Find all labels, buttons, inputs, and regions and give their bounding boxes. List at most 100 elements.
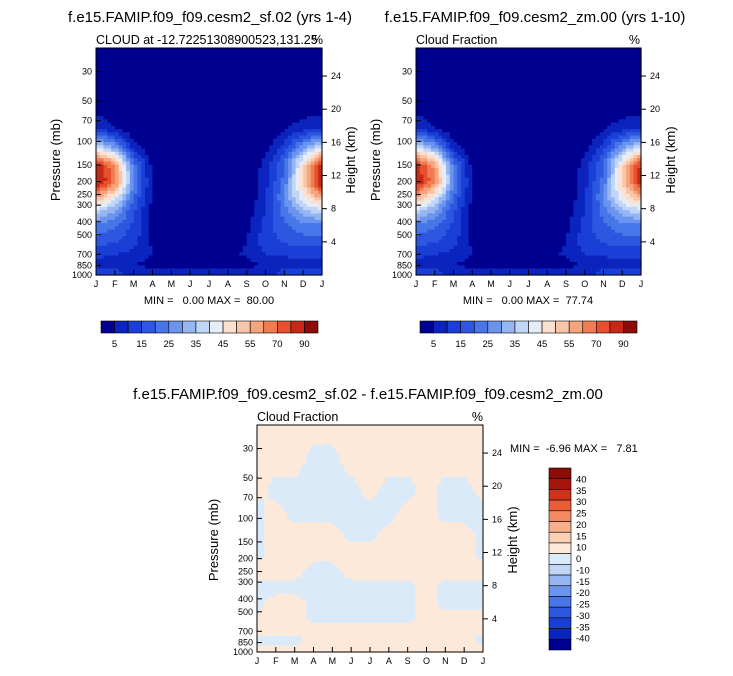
field-cell <box>239 239 244 244</box>
field-cell <box>201 164 206 169</box>
field-cell <box>186 200 191 205</box>
field-cell <box>156 132 161 137</box>
field-cell <box>299 180 304 185</box>
field-cell <box>276 73 282 78</box>
field-cell <box>107 177 112 182</box>
field-cell <box>96 193 101 198</box>
field-cell <box>205 242 210 247</box>
field-cell <box>280 193 285 198</box>
field-cell <box>144 135 150 140</box>
field-cell <box>107 265 112 270</box>
field-cell <box>446 54 451 59</box>
field-cell <box>182 190 187 195</box>
field-cell <box>107 116 112 120</box>
field-cell <box>182 151 187 156</box>
field-cell <box>114 119 120 124</box>
field-cell <box>303 265 308 270</box>
field-cell <box>299 48 304 52</box>
field-cell <box>167 245 172 250</box>
field-cell <box>457 80 462 85</box>
field-cell <box>318 252 323 257</box>
field-cell <box>227 252 233 257</box>
field-cell <box>494 67 500 72</box>
field-cell <box>111 135 116 140</box>
field-cell <box>276 57 282 62</box>
field-cell <box>182 73 187 78</box>
field-cell <box>182 103 187 107</box>
field-cell <box>246 132 252 137</box>
field-cell <box>209 180 214 185</box>
field-cell <box>126 48 131 52</box>
field-cell <box>163 135 169 140</box>
field-cell <box>637 73 642 78</box>
field-cell <box>201 258 206 263</box>
field-cell <box>212 80 218 85</box>
field-cell <box>633 48 638 52</box>
field-cell <box>626 48 631 52</box>
field-cell <box>314 155 319 159</box>
field-cell <box>197 77 203 82</box>
field-cell <box>291 158 297 163</box>
field-cell <box>190 167 195 172</box>
field-cell <box>129 67 135 72</box>
field-cell <box>257 229 263 234</box>
field-cell <box>167 151 172 156</box>
field-cell <box>126 226 131 231</box>
field-cell <box>291 132 297 137</box>
field-cell <box>190 103 195 107</box>
field-cell <box>160 197 165 202</box>
field-cell <box>265 180 270 185</box>
field-cell <box>284 57 289 62</box>
field-cell <box>246 252 252 257</box>
field-cell <box>129 54 135 59</box>
field-cell <box>99 99 105 104</box>
field-cell <box>280 200 285 205</box>
field-cell <box>224 158 229 163</box>
field-cell <box>502 64 507 69</box>
field-cell <box>491 60 496 65</box>
field-cell <box>103 54 108 59</box>
field-cell <box>299 70 304 75</box>
field-cell <box>434 80 440 85</box>
field-cell <box>434 51 440 56</box>
field-cell <box>103 268 108 273</box>
field-cell <box>569 67 575 72</box>
field-cell <box>273 232 278 237</box>
field-cell <box>148 223 154 227</box>
colorbar-swatch <box>114 320 129 334</box>
field-cell <box>129 187 135 192</box>
field-cell <box>295 197 300 202</box>
field-cell <box>288 64 293 69</box>
field-cell <box>468 80 473 85</box>
field-cell <box>96 197 101 202</box>
field-cell <box>133 96 139 101</box>
field-cell <box>242 177 248 182</box>
field-cell <box>483 77 488 82</box>
field-cell <box>269 60 274 65</box>
field-cell <box>306 216 312 221</box>
field-cell <box>239 48 244 52</box>
field-cell <box>284 190 289 195</box>
field-cell <box>111 271 116 276</box>
field-cell <box>276 249 282 253</box>
field-cell <box>306 145 312 150</box>
field-cell <box>265 242 270 247</box>
field-cell <box>227 142 233 146</box>
field-cell <box>190 109 195 114</box>
field-cell <box>160 106 165 111</box>
field-cell <box>532 67 537 72</box>
field-cell <box>167 167 172 172</box>
field-cell <box>216 119 221 124</box>
field-cell <box>209 184 214 189</box>
field-cell <box>114 125 120 130</box>
field-cell <box>310 125 316 130</box>
field-cell <box>581 80 586 85</box>
field-cell <box>144 213 150 218</box>
field-cell <box>148 132 154 137</box>
field-cell <box>235 51 240 56</box>
field-cell <box>193 219 199 224</box>
field-cell <box>167 112 172 117</box>
field-cell <box>114 93 120 98</box>
field-cell <box>288 187 293 192</box>
field-cell <box>209 213 214 218</box>
